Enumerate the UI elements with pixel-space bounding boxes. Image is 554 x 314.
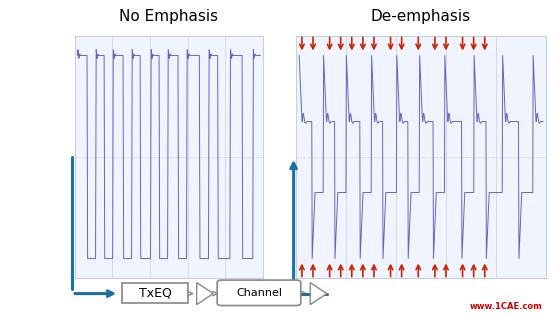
Text: No Emphasis: No Emphasis bbox=[120, 8, 218, 24]
Bar bbox=[296, 36, 546, 278]
Text: www.1CAE.com: www.1CAE.com bbox=[470, 302, 543, 311]
Text: TxEQ: TxEQ bbox=[138, 286, 172, 299]
Text: De-emphasis: De-emphasis bbox=[371, 8, 471, 24]
Bar bbox=[75, 36, 263, 278]
Bar bbox=[122, 283, 188, 303]
Polygon shape bbox=[310, 283, 327, 305]
Polygon shape bbox=[197, 283, 213, 305]
FancyBboxPatch shape bbox=[217, 280, 301, 306]
Text: Channel: Channel bbox=[236, 288, 282, 298]
